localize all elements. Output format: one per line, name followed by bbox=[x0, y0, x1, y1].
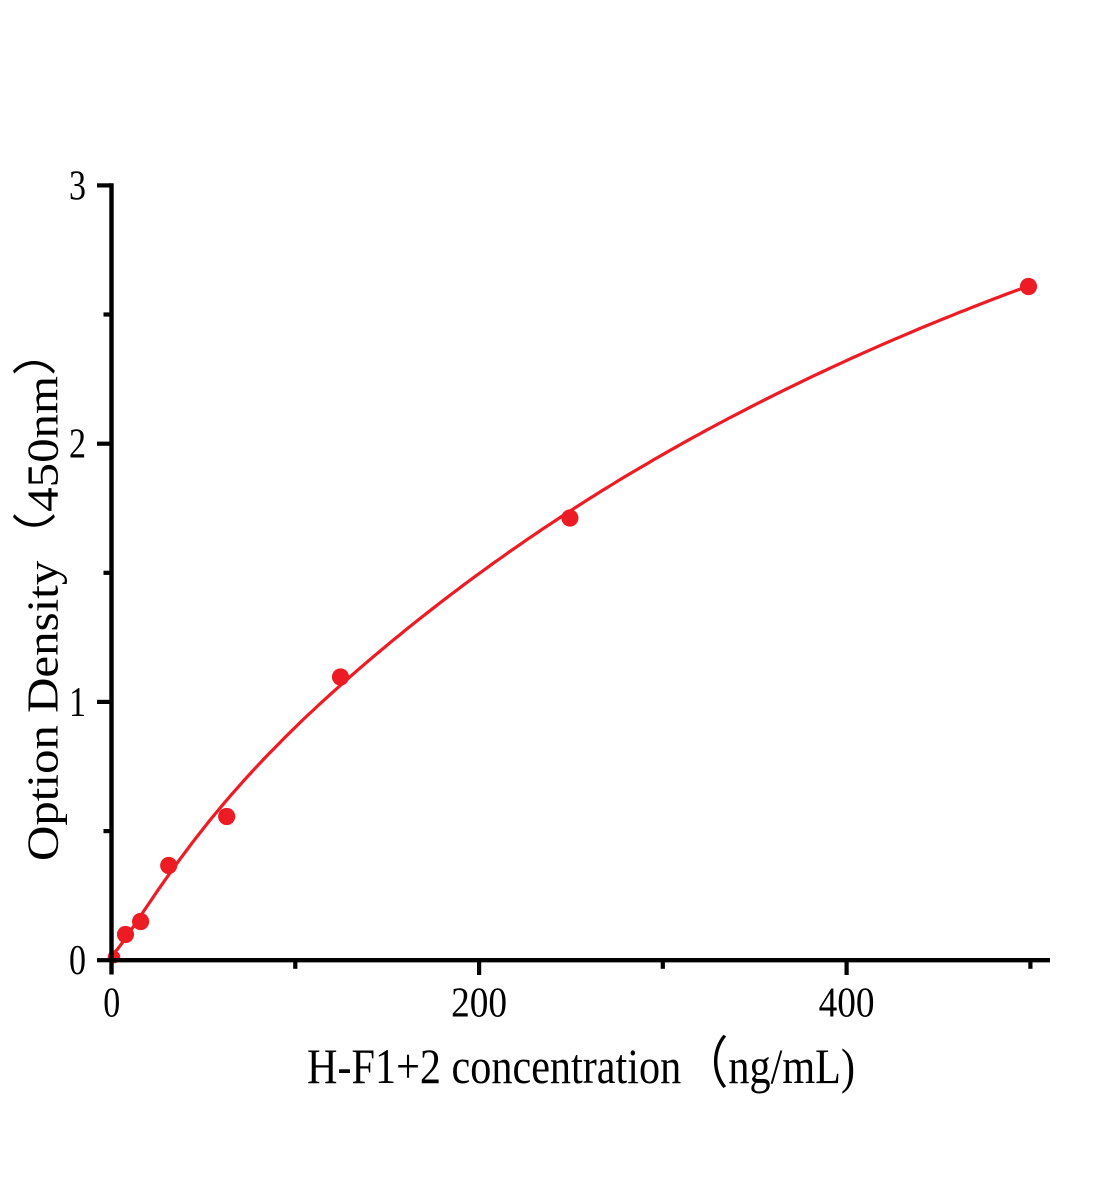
svg-text:400: 400 bbox=[819, 981, 875, 1027]
svg-text:3: 3 bbox=[69, 163, 86, 209]
svg-text:2: 2 bbox=[69, 422, 86, 468]
svg-text:Option Density（450nm）: Option Density（450nm） bbox=[12, 327, 68, 861]
svg-text:H-F1+2 concentration（ng/mL): H-F1+2 concentration（ng/mL) bbox=[307, 1034, 855, 1096]
svg-text:0: 0 bbox=[103, 981, 120, 1027]
svg-text:0: 0 bbox=[69, 938, 86, 984]
svg-text:1: 1 bbox=[69, 680, 86, 726]
svg-text:200: 200 bbox=[451, 981, 507, 1027]
